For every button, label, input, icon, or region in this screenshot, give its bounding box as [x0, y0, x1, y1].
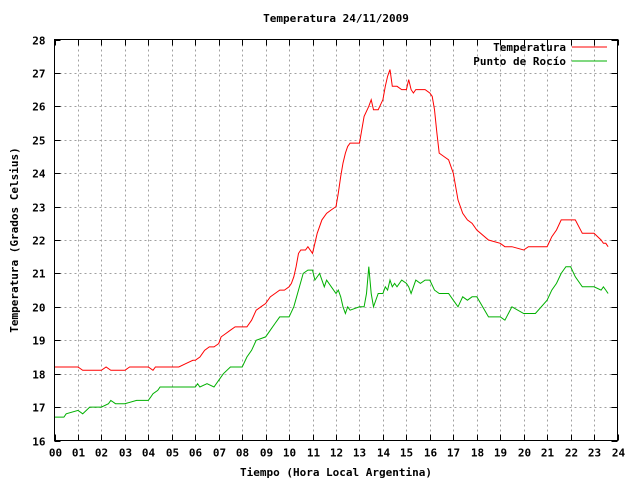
axis-ticks: [54, 39, 619, 442]
y-tick-label: 19: [32, 335, 45, 348]
y-tick-label: 16: [32, 436, 46, 449]
series-line-temperatura: [54, 69, 609, 371]
x-tick-label: 20: [518, 447, 531, 460]
x-tick-label: 08: [236, 447, 249, 460]
x-tick-label: 18: [471, 447, 484, 460]
series-lines: [54, 69, 609, 418]
y-tick-label: 26: [32, 101, 46, 114]
x-tick-label: 22: [565, 447, 578, 460]
x-tick-label: 05: [166, 447, 179, 460]
y-tick-label: 18: [32, 369, 45, 382]
x-tick-label: 10: [283, 447, 296, 460]
x-tick-label: 24: [612, 447, 626, 460]
y-tick-label: 20: [32, 302, 45, 315]
x-tick-label: 15: [400, 447, 413, 460]
chart-title: Temperatura 24/11/2009: [263, 12, 409, 25]
y-tick-label: 21: [32, 268, 46, 281]
x-tick-label: 01: [72, 447, 86, 460]
x-tick-label: 13: [353, 447, 366, 460]
y-tick-label: 28: [32, 35, 45, 48]
x-tick-label: 04: [142, 447, 156, 460]
x-tick-label: 14: [377, 447, 391, 460]
x-tick-label: 16: [424, 447, 438, 460]
x-tick-label: 03: [119, 447, 132, 460]
x-axis-label: Tiempo (Hora Local Argentina): [240, 466, 432, 479]
y-tick-labels: 16 17 18 19 20 21 22 23 24 25 26 27 28: [32, 35, 46, 449]
y-tick-label: 17: [32, 402, 45, 415]
legend-label: Temperatura: [493, 41, 566, 54]
y-tick-label: 27: [32, 68, 45, 81]
legend-label: Punto de Rocío: [473, 55, 566, 68]
x-tick-label: 09: [260, 447, 273, 460]
x-tick-label: 00: [49, 447, 62, 460]
x-tick-label: 02: [95, 447, 108, 460]
series-line-punto-de-rocio: [54, 266, 609, 418]
x-tick-label: 17: [447, 447, 460, 460]
y-tick-label: 25: [32, 135, 45, 148]
x-tick-label: 21: [541, 447, 555, 460]
x-tick-label: 19: [494, 447, 507, 460]
x-tick-label: 06: [189, 447, 203, 460]
x-tick-label: 11: [307, 447, 321, 460]
y-tick-label: 22: [32, 235, 45, 248]
y-tick-label: 23: [32, 202, 45, 215]
y-axis-label: Temperatura (Grados Celsius): [8, 147, 21, 332]
grid-lines: [54, 39, 618, 441]
y-tick-label: 24: [32, 168, 46, 181]
x-tick-labels: 00 01 02 03 04 05 06 07 08 09 10 11 12 13 14 15 16 17 18 19…: [49, 447, 626, 460]
x-tick-label: 12: [330, 447, 343, 460]
x-tick-label: 23: [588, 447, 601, 460]
x-tick-label: 07: [213, 447, 226, 460]
